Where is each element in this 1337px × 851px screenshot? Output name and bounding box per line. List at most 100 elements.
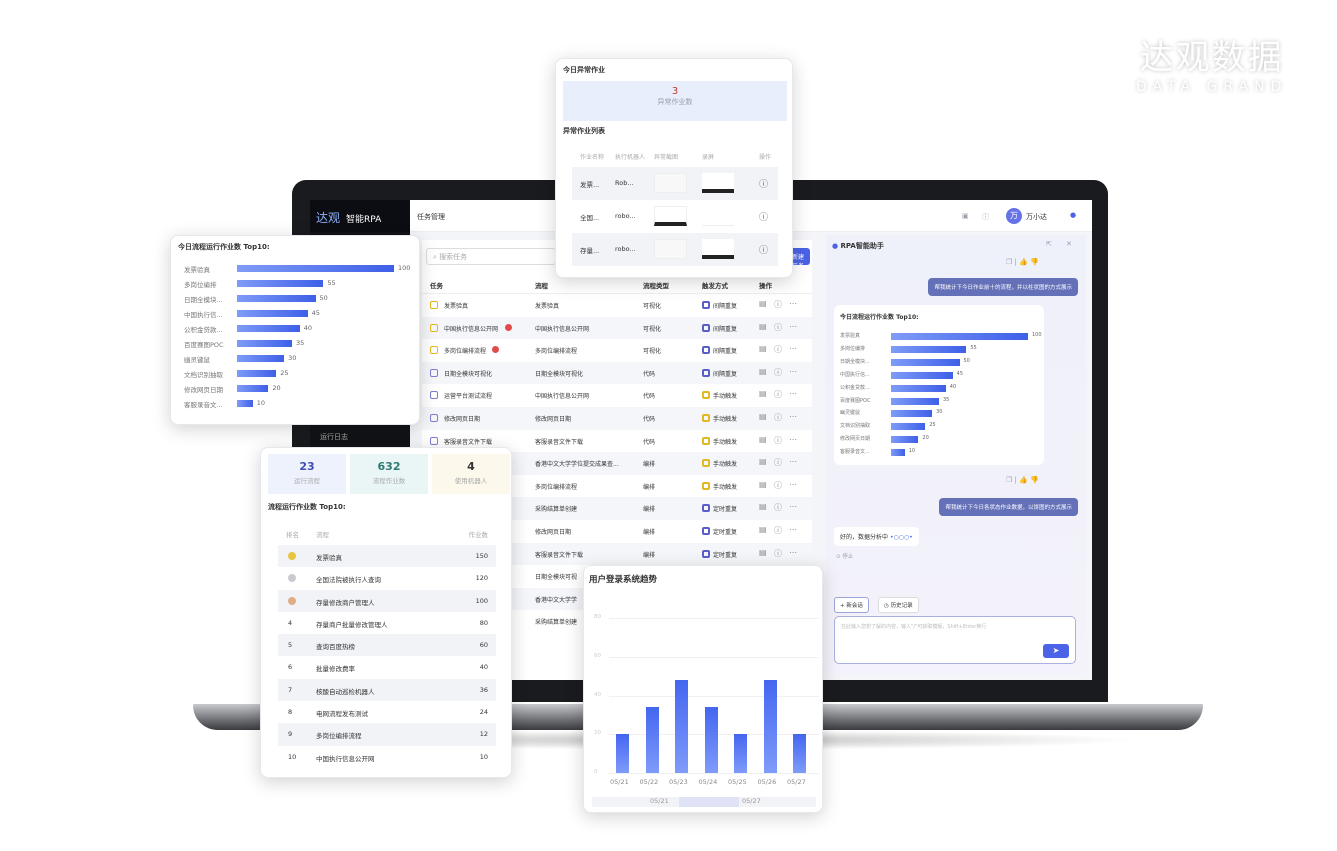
task-name[interactable]: 发票验真 xyxy=(444,303,469,310)
task-name[interactable]: 运营平台测试流程 xyxy=(444,393,493,401)
info-icon[interactable]: ⓘ xyxy=(774,390,782,400)
task-name[interactable]: 修改网页日期 xyxy=(444,415,481,423)
more-icon[interactable]: ⋯ xyxy=(789,479,797,489)
more-icon[interactable]: ⋯ xyxy=(789,502,797,512)
table-row[interactable]: 客服录音文件下载 编排 定时重复 ▤ ⓘ ⋯ xyxy=(422,542,812,566)
more-icon[interactable]: ⋯ xyxy=(789,411,797,421)
column-header[interactable]: 任务 xyxy=(430,282,443,290)
task-name[interactable]: 中国执行信息公开网 xyxy=(444,325,499,333)
recording-thumb[interactable] xyxy=(702,206,734,226)
edit-icon[interactable]: ▤ xyxy=(759,344,767,354)
table-row[interactable]: 采购结算单创建 编排 定时重复 ▤ ⓘ ⋯ xyxy=(422,497,812,520)
edit-icon[interactable]: ▤ xyxy=(759,479,767,489)
ranking-row[interactable]: 7 核酸自动巡检机器人 36 xyxy=(278,678,496,702)
edit-icon[interactable]: ▤ xyxy=(759,411,767,421)
task-name[interactable]: 日期全模块可视化 xyxy=(444,370,493,378)
task-name[interactable]: 客服录音文件下载 xyxy=(444,438,493,446)
more-icon[interactable]: ⋯ xyxy=(789,434,797,444)
info-icon[interactable]: ⓘ xyxy=(774,300,782,309)
send-button[interactable]: ➤ xyxy=(1043,644,1069,658)
info-icon[interactable]: ⓘ xyxy=(774,458,782,468)
ranking-row[interactable]: 6 批量修改费率 40 xyxy=(278,656,496,679)
ranking-row[interactable]: 4 存量商户批量修改管理人 80 xyxy=(278,611,496,635)
popout-icon[interactable]: ⇱ xyxy=(1046,240,1052,248)
ranking-row[interactable]: 存量修改商户管理人 100 xyxy=(278,589,496,612)
column-header[interactable]: 触发方式 xyxy=(702,282,728,290)
sidebar-item-run-log[interactable]: 运行日志 xyxy=(320,433,348,441)
help-icon[interactable]: ⓘ xyxy=(982,213,989,221)
avatar[interactable]: 万 xyxy=(1006,208,1022,224)
ranking-row[interactable]: 发票验真 150 xyxy=(278,545,496,568)
edit-icon[interactable]: ▤ xyxy=(759,457,767,467)
table-row[interactable]: 香港中文大学学位提交成果查... 编排 手动触发 ▤ ⓘ ⋯ xyxy=(422,452,812,475)
more-icon[interactable]: ⋯ xyxy=(789,457,797,467)
anomaly-row[interactable]: 发票... Rob... ⓘ xyxy=(572,167,778,200)
table-row[interactable]: 多岗位编排流程 多岗位编排流程 可视化 间隔重复 ▤ ⓘ ⋯ xyxy=(422,339,812,362)
recording-thumb[interactable] xyxy=(702,239,734,259)
ranking-row[interactable]: 10 中国执行信息公开网 10 xyxy=(278,745,496,768)
more-icon[interactable]: ⋯ xyxy=(789,547,797,557)
table-row[interactable]: 运营平台测试流程 中国执行信息公开网 代码 手动触发 ▤ ⓘ ⋯ xyxy=(422,384,812,407)
edit-icon[interactable]: ▤ xyxy=(759,524,767,534)
edit-icon[interactable]: ▤ xyxy=(759,389,767,399)
new-chat-button[interactable]: + 新会话 xyxy=(834,597,869,613)
range-slider-selection[interactable] xyxy=(679,797,739,807)
info-icon[interactable]: ⓘ xyxy=(759,213,769,223)
column-header[interactable]: 操作 xyxy=(759,282,772,290)
feedback-icons[interactable]: ❐ | 👍 👎 xyxy=(1006,258,1039,266)
search-input[interactable]: ⌕ 搜索任务 xyxy=(426,248,556,265)
chat-input[interactable]: 在此输入您想了解的内容，输入"/"可获取模版，Shift+Enter换行 ➤ xyxy=(834,616,1076,664)
feedback-icons-2[interactable]: ❐ | 👍 👎 xyxy=(1006,476,1039,484)
info-icon[interactable]: ⓘ xyxy=(774,503,782,513)
more-icon[interactable]: ⋯ xyxy=(789,344,797,354)
more-icon[interactable]: ⋯ xyxy=(789,389,797,399)
edit-icon[interactable]: ▤ xyxy=(759,547,767,557)
table-row[interactable]: 发票验真 发票验真 可视化 间隔重复 ▤ ⓘ ⋯ xyxy=(422,294,812,317)
info-icon[interactable]: ⓘ xyxy=(774,412,782,422)
screenshot-thumb[interactable] xyxy=(654,239,687,259)
table-row[interactable]: 修改网页日期 修改网页日期 代码 手动触发 ▤ ⓘ ⋯ xyxy=(422,406,812,430)
column-header[interactable]: 流程类型 xyxy=(643,282,669,290)
ranking-row[interactable]: 8 电网流程发布测试 24 xyxy=(278,701,496,724)
edit-icon[interactable]: ▤ xyxy=(759,321,767,331)
ranking-row[interactable]: 5 查询百度热榜 60 xyxy=(278,634,496,657)
screenshot-thumb[interactable] xyxy=(654,206,687,226)
column-header[interactable]: 流程 xyxy=(535,282,548,290)
user-menu[interactable]: 万小达 xyxy=(1026,213,1047,221)
table-row[interactable]: 多岗位编排流程 编排 手动触发 ▤ ⓘ ⋯ xyxy=(422,474,812,498)
history-button[interactable]: ◷ 历史记录 xyxy=(878,597,919,613)
table-row[interactable]: 日期全模块可视化 日期全模块可视化 代码 间隔重复 ▤ ⓘ ⋯ xyxy=(422,361,812,385)
info-icon[interactable]: ⓘ xyxy=(774,480,782,490)
anomaly-row[interactable]: 存量... robo... ⓘ xyxy=(572,233,778,266)
table-row[interactable]: 中国执行信息公开网 中国执行信息公开网 可视化 间隔重复 ▤ ⓘ ⋯ xyxy=(422,316,812,340)
info-icon[interactable]: ⓘ xyxy=(774,548,782,558)
task-name[interactable]: 多岗位编排流程 xyxy=(444,348,487,356)
more-icon[interactable]: ⋯ xyxy=(789,321,797,331)
info-icon[interactable]: ⓘ xyxy=(774,345,782,355)
ranking-row[interactable]: 全国法院被执行人查询 120 xyxy=(278,567,496,590)
edit-icon[interactable]: ▤ xyxy=(759,502,767,512)
edit-icon[interactable]: ▤ xyxy=(759,366,767,376)
info-icon[interactable]: ⓘ xyxy=(759,246,769,256)
stop-button[interactable]: ⊙ 停止 xyxy=(836,554,854,560)
recording-thumb[interactable] xyxy=(702,173,734,193)
close-icon[interactable]: ✕ xyxy=(1066,240,1072,248)
edit-icon[interactable]: ▤ xyxy=(759,299,767,308)
assistant-robot-icon[interactable]: ● xyxy=(1070,211,1077,219)
screenshot-thumb[interactable] xyxy=(654,173,687,193)
table-row[interactable]: 修改网页日期 编排 定时重复 ▤ ⓘ ⋯ xyxy=(422,519,812,543)
info-icon[interactable]: ⓘ xyxy=(759,180,769,190)
info-icon[interactable]: ⓘ xyxy=(774,367,782,377)
info-icon[interactable]: ⓘ xyxy=(774,322,782,332)
info-icon[interactable]: ⓘ xyxy=(774,435,782,445)
anomaly-row[interactable]: 全国... robo... ⓘ xyxy=(572,200,778,233)
info-icon[interactable]: ⓘ xyxy=(774,525,782,535)
more-icon[interactable]: ⋯ xyxy=(789,299,797,308)
table-row[interactable]: 客服录音文件下载 客服录音文件下载 代码 手动触发 ▤ ⓘ ⋯ xyxy=(422,429,812,453)
ranking-row[interactable]: 9 多岗位编排流程 12 xyxy=(278,723,496,746)
more-icon[interactable]: ⋯ xyxy=(789,524,797,534)
edit-icon[interactable]: ▤ xyxy=(759,434,767,444)
doc-icon[interactable]: ▣ xyxy=(962,212,969,220)
more-icon[interactable]: ⋯ xyxy=(789,366,797,376)
